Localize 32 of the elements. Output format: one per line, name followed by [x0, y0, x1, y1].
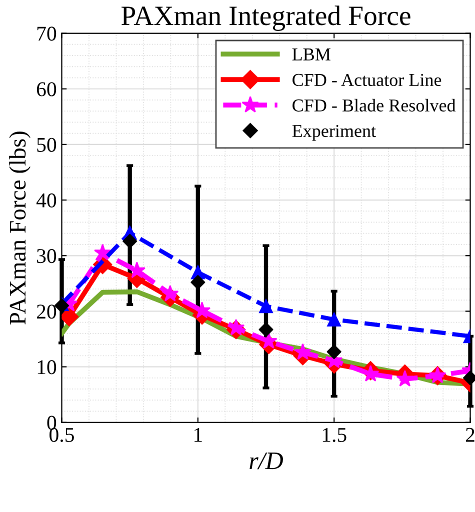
point — [162, 284, 179, 302]
y-tick-label: 50 — [37, 138, 56, 152]
legend-label: CFD - Blade Resolved — [292, 98, 456, 112]
point — [259, 299, 273, 314]
y-tick-label: 30 — [37, 249, 56, 264]
legend-label: Experiment — [292, 124, 376, 141]
legend-label: CFD - Actuator Line — [292, 74, 442, 86]
x-tick-label: 1 — [194, 428, 202, 442]
x-axis-title: r/D — [250, 452, 283, 470]
x-tick-label: 1.5 — [322, 428, 346, 442]
y-tick-label: 60 — [36, 82, 56, 96]
y-axis-title: PAXman Force (lbs) — [9, 132, 30, 324]
x-tick-label: 0.5 — [50, 428, 74, 442]
point — [128, 262, 146, 278]
point — [122, 234, 138, 248]
point — [227, 318, 245, 336]
point — [294, 343, 312, 360]
chart-title: PAXman Integrated Force — [122, 6, 410, 31]
point — [94, 244, 112, 260]
point — [258, 322, 274, 337]
point — [193, 302, 211, 318]
y-tick-label: 70 — [37, 26, 56, 41]
point — [327, 312, 342, 327]
y-tick-label: 20 — [36, 304, 56, 319]
point — [396, 370, 414, 386]
y-tick-label: 40 — [36, 193, 56, 208]
x-tick-label: 2 — [466, 428, 474, 442]
legend-label: LBM — [292, 48, 330, 60]
point — [326, 344, 342, 360]
point — [190, 275, 206, 290]
y-tick-label: 10 — [38, 360, 56, 374]
y-tick-label: 0 — [47, 416, 56, 430]
